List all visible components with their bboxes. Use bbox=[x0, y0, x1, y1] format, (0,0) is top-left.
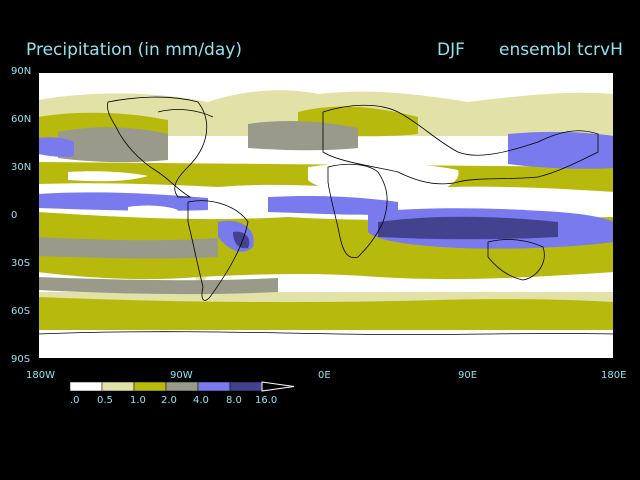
plot-title: Precipitation (in mm/day) bbox=[26, 40, 242, 60]
colorbar-label-2: 1.0 bbox=[130, 395, 146, 406]
coastlines bbox=[38, 96, 614, 335]
lon-label-90e: 90E bbox=[458, 370, 478, 381]
colorbar-swatch bbox=[229, 381, 263, 392]
colorbar-label-6: 16.0 bbox=[255, 395, 278, 406]
lon-label-180w: 180W bbox=[26, 370, 55, 381]
lat-label-60s: 60S bbox=[11, 306, 31, 317]
lat-label-60n: 60N bbox=[11, 114, 32, 125]
colorbar-swatch bbox=[101, 381, 135, 392]
colorbar-swatch bbox=[133, 381, 167, 392]
colorbar-label-1: 0.5 bbox=[97, 395, 113, 406]
lat-label-90n: 90N bbox=[11, 66, 32, 77]
colorbar-label-3: 2.0 bbox=[161, 395, 177, 406]
colorbar bbox=[70, 381, 295, 392]
run-label: ensembl tcrvH bbox=[499, 40, 623, 60]
precipitation-map bbox=[38, 72, 614, 359]
colorbar-label-0: .0 bbox=[70, 395, 80, 406]
colorbar-swatch bbox=[197, 381, 231, 392]
lat-label-30n: 30N bbox=[11, 162, 32, 173]
season-label: DJF bbox=[437, 40, 465, 60]
colorbar-end-arrow bbox=[261, 381, 295, 392]
lat-label-eq: 0 bbox=[11, 210, 18, 221]
lat-label-90s: 90S bbox=[11, 354, 31, 365]
lat-label-30s: 30S bbox=[11, 258, 31, 269]
lon-label-180e: 180E bbox=[601, 370, 627, 381]
colorbar-label-5: 8.0 bbox=[226, 395, 242, 406]
colorbar-label-4: 4.0 bbox=[193, 395, 209, 406]
precip-field-extreme bbox=[233, 216, 558, 249]
colorbar-swatch bbox=[70, 381, 103, 392]
lon-label-0e: 0E bbox=[318, 370, 331, 381]
lon-label-90w: 90W bbox=[170, 370, 193, 381]
colorbar-swatch bbox=[165, 381, 199, 392]
map-frame bbox=[38, 72, 614, 359]
dry-regions bbox=[68, 162, 459, 217]
